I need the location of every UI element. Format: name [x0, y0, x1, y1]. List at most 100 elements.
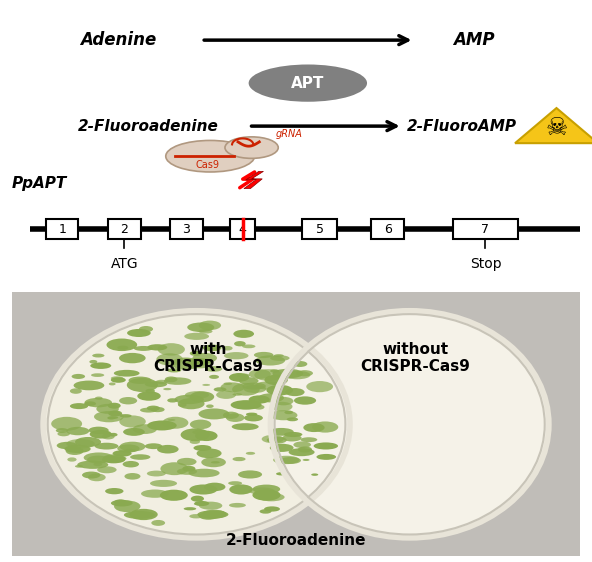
Ellipse shape [177, 468, 197, 475]
Ellipse shape [123, 428, 145, 436]
Ellipse shape [72, 374, 85, 379]
Ellipse shape [150, 480, 177, 487]
Ellipse shape [105, 488, 124, 495]
Ellipse shape [190, 420, 211, 429]
Ellipse shape [117, 456, 127, 460]
Ellipse shape [233, 393, 242, 396]
Ellipse shape [202, 345, 221, 351]
Ellipse shape [273, 456, 300, 464]
Ellipse shape [285, 388, 305, 396]
Ellipse shape [255, 355, 285, 365]
Ellipse shape [198, 409, 230, 419]
Text: AMP: AMP [453, 31, 494, 49]
Ellipse shape [83, 452, 114, 463]
Ellipse shape [242, 383, 266, 389]
Ellipse shape [199, 320, 221, 330]
Ellipse shape [254, 352, 274, 358]
Ellipse shape [112, 450, 131, 457]
Bar [453, 219, 518, 239]
Ellipse shape [194, 501, 209, 506]
Ellipse shape [249, 487, 275, 495]
Text: 4: 4 [239, 223, 247, 236]
Ellipse shape [165, 377, 178, 382]
Ellipse shape [262, 435, 284, 443]
Ellipse shape [246, 413, 258, 416]
Text: 2: 2 [120, 223, 128, 236]
Ellipse shape [271, 402, 292, 411]
Ellipse shape [243, 385, 266, 393]
Text: PpAPT: PpAPT [12, 176, 67, 191]
Text: Cas9: Cas9 [195, 160, 219, 170]
Ellipse shape [265, 375, 288, 385]
Ellipse shape [120, 415, 146, 428]
Ellipse shape [57, 442, 78, 449]
Ellipse shape [107, 338, 137, 351]
Ellipse shape [67, 457, 76, 461]
Ellipse shape [274, 354, 284, 357]
Ellipse shape [306, 381, 333, 392]
Ellipse shape [111, 377, 123, 380]
Ellipse shape [96, 404, 119, 414]
Ellipse shape [90, 362, 111, 369]
Ellipse shape [188, 469, 220, 477]
Ellipse shape [147, 470, 166, 477]
Ellipse shape [206, 405, 214, 408]
Ellipse shape [117, 445, 140, 452]
Ellipse shape [182, 466, 195, 472]
Ellipse shape [88, 473, 106, 481]
Text: gRNA: gRNA [275, 129, 302, 139]
Bar [46, 219, 79, 239]
Ellipse shape [156, 353, 183, 365]
Ellipse shape [225, 137, 278, 158]
Polygon shape [244, 171, 263, 189]
Ellipse shape [123, 461, 139, 468]
Ellipse shape [234, 341, 246, 346]
Ellipse shape [233, 457, 246, 461]
Ellipse shape [133, 424, 157, 434]
Ellipse shape [85, 398, 112, 407]
Text: APT: APT [291, 76, 324, 90]
Ellipse shape [130, 509, 157, 520]
Ellipse shape [114, 501, 140, 512]
Ellipse shape [274, 397, 294, 405]
Ellipse shape [187, 323, 214, 332]
Ellipse shape [195, 430, 217, 441]
Ellipse shape [246, 452, 255, 455]
Ellipse shape [185, 391, 209, 399]
Ellipse shape [249, 65, 367, 102]
Text: with
CRISPR-Cas9: with CRISPR-Cas9 [153, 342, 263, 374]
Ellipse shape [197, 448, 221, 458]
Ellipse shape [89, 360, 97, 364]
Ellipse shape [298, 446, 312, 452]
Ellipse shape [187, 358, 213, 368]
Text: ATG: ATG [111, 256, 138, 270]
Ellipse shape [167, 368, 181, 373]
Ellipse shape [202, 510, 227, 519]
Ellipse shape [258, 393, 284, 402]
Ellipse shape [270, 355, 289, 361]
Ellipse shape [184, 333, 209, 340]
Text: 2-Fluoroadenine: 2-Fluoroadenine [226, 533, 366, 548]
Ellipse shape [198, 329, 213, 334]
Ellipse shape [253, 484, 280, 494]
Ellipse shape [194, 503, 202, 505]
Ellipse shape [242, 345, 255, 348]
Bar [372, 219, 404, 239]
Ellipse shape [294, 396, 316, 405]
Ellipse shape [175, 395, 204, 404]
Ellipse shape [119, 397, 137, 405]
Ellipse shape [119, 353, 146, 363]
Ellipse shape [297, 370, 313, 377]
Ellipse shape [254, 405, 265, 410]
Ellipse shape [120, 442, 146, 451]
Ellipse shape [102, 456, 126, 463]
Ellipse shape [232, 383, 260, 396]
Ellipse shape [228, 481, 242, 485]
Ellipse shape [171, 357, 200, 370]
Bar [108, 219, 141, 239]
Ellipse shape [224, 352, 249, 359]
Ellipse shape [284, 371, 310, 379]
Ellipse shape [223, 382, 232, 385]
Ellipse shape [56, 428, 68, 433]
Ellipse shape [94, 411, 124, 422]
